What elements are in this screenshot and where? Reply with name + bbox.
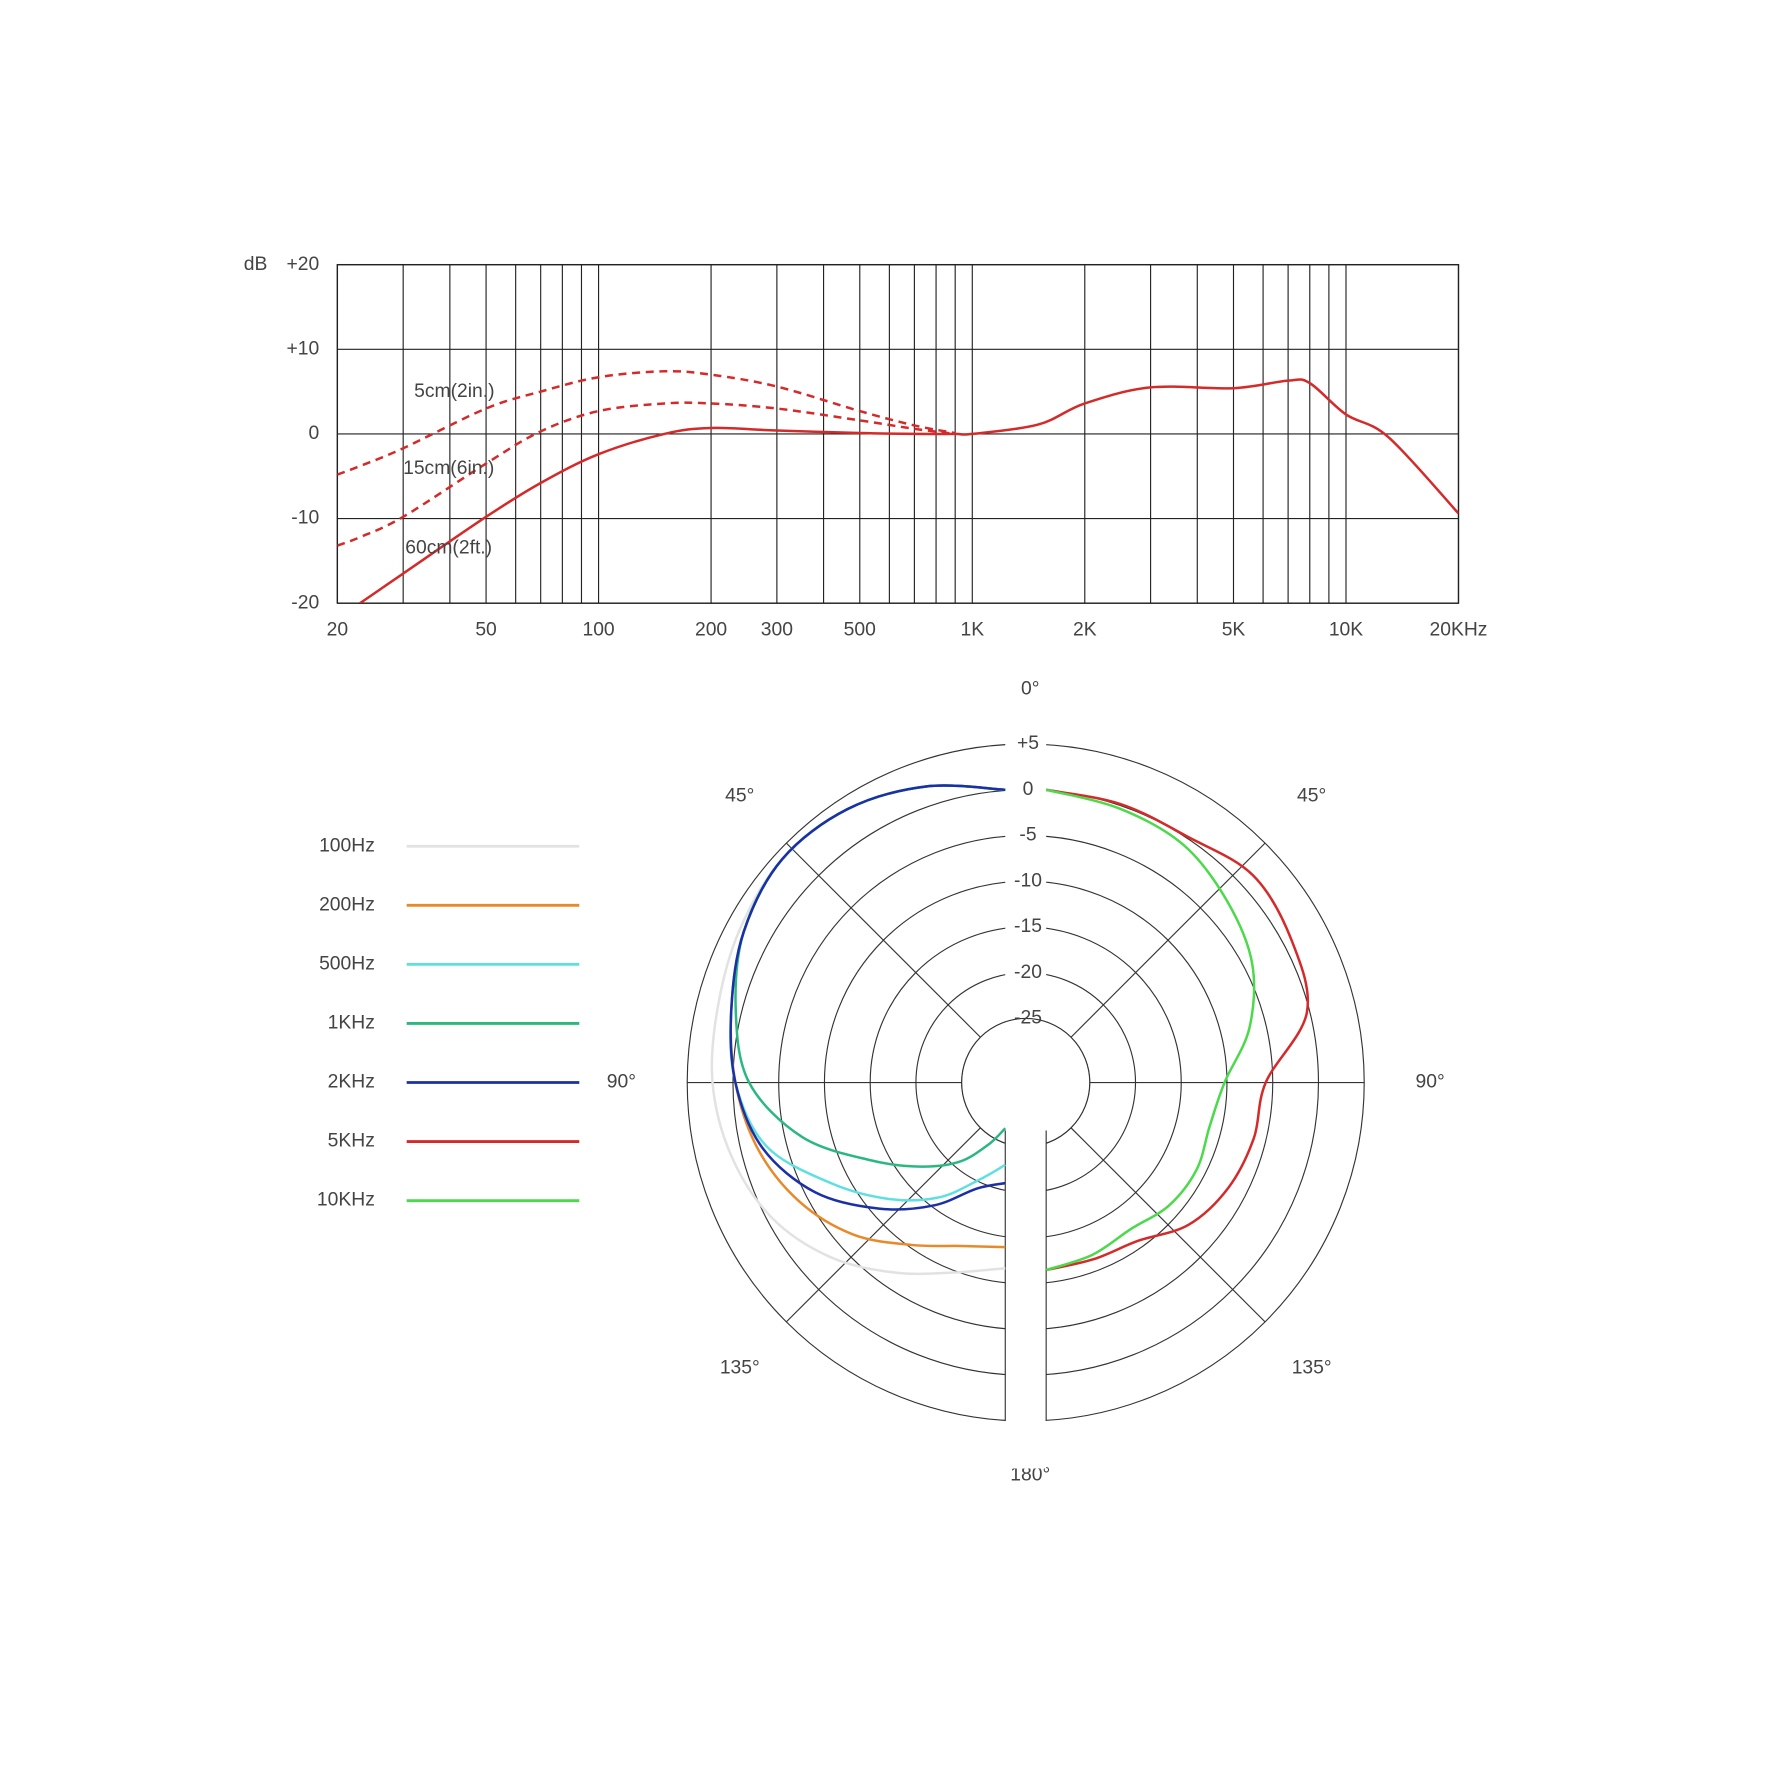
x-tick-label: 500 — [844, 620, 876, 641]
radial-tick-label: -25 — [1014, 1008, 1042, 1029]
radial-tick-label: -15 — [1014, 916, 1042, 937]
x-tick-label: 5K — [1222, 620, 1246, 641]
y-tick-label: 0 — [308, 423, 319, 444]
radial-tick-label: 0 — [1023, 779, 1034, 800]
legend-label: 100Hz — [319, 835, 375, 856]
angle-label: 45° — [1297, 786, 1326, 807]
response-curve — [337, 369, 956, 476]
polar-curve — [729, 784, 1006, 1249]
x-tick-label: 20 — [327, 620, 348, 641]
polar-curve — [729, 784, 1006, 1202]
center-gap — [1005, 1120, 1047, 1469]
response-curve — [359, 378, 1459, 604]
angle-label: 90° — [1416, 1072, 1445, 1093]
legend-label: 200Hz — [319, 894, 375, 915]
x-tick-label: 300 — [761, 620, 793, 641]
y-tick-label: +10 — [286, 338, 319, 359]
y-tick-label: -20 — [291, 592, 319, 613]
radial-tick-label: -20 — [1014, 962, 1042, 983]
x-tick-label: 50 — [475, 620, 496, 641]
spoke — [785, 1127, 981, 1323]
legend-label: 10KHz — [317, 1190, 375, 1211]
curve-label: 60cm(2ft.) — [405, 538, 492, 559]
y-tick-label: -10 — [291, 508, 319, 529]
spoke — [1070, 1127, 1266, 1323]
spoke — [785, 842, 981, 1038]
legend-label: 1KHz — [328, 1013, 375, 1034]
x-tick-label: 2K — [1073, 620, 1097, 641]
y-tick-label: +20 — [286, 254, 319, 275]
polar-curve — [710, 784, 1006, 1276]
polar-curve — [1045, 788, 1256, 1272]
legend-label: 5KHz — [328, 1131, 375, 1152]
x-tick-label: 200 — [695, 620, 727, 641]
frequency-response: 20 50 100 200 300 500 1K 2K 5K 10K 20KHz -20 -10 0 +10… — [244, 254, 1488, 641]
angle-label: 0° — [1021, 679, 1039, 700]
angle-label: 180° — [1010, 1465, 1050, 1486]
radial-tick-label: +5 — [1017, 733, 1039, 754]
angle-label: 135° — [1292, 1358, 1332, 1379]
spoke — [1070, 842, 1266, 1038]
x-tick-label: 20KHz — [1430, 620, 1488, 641]
angle-label: 135° — [720, 1358, 760, 1379]
plot-border — [336, 263, 1460, 604]
polar-curve — [729, 784, 1006, 1211]
response-curve — [337, 401, 956, 547]
legend-label: 2KHz — [328, 1072, 375, 1093]
polar-curve — [1045, 788, 1310, 1272]
y-axis-label: dB — [244, 254, 268, 275]
x-tick-label: 1K — [960, 620, 984, 641]
x-tick-label: 100 — [582, 620, 614, 641]
angle-label: 45° — [725, 786, 754, 807]
radial-tick-label: -5 — [1019, 825, 1036, 846]
polar-pattern: 0° 45° 45° 90° 90° 135° 135° 180° -25 -20 -15 -10 -5… — [317, 679, 1445, 1486]
curve-label: 15cm(6in.) — [403, 458, 494, 479]
x-tick-label: 10K — [1329, 620, 1363, 641]
legend-label: 500Hz — [319, 953, 375, 974]
angle-label: 90° — [607, 1072, 636, 1093]
radial-tick-label: -10 — [1014, 870, 1042, 891]
curve-label: 5cm(2in.) — [414, 381, 494, 402]
